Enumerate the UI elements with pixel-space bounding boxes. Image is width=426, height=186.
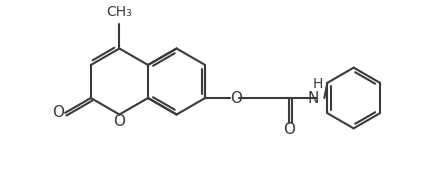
Text: CH₃: CH₃	[106, 5, 132, 19]
Text: N: N	[308, 91, 319, 105]
Text: H: H	[312, 77, 322, 91]
Text: O: O	[113, 114, 125, 129]
Text: O: O	[283, 122, 295, 137]
Text: O: O	[230, 91, 242, 105]
Text: O: O	[52, 105, 64, 120]
